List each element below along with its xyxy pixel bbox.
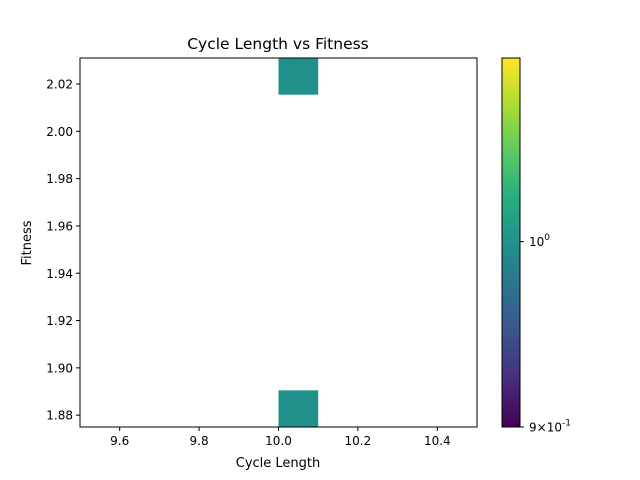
y-tick-label: 1.90 [46,361,73,375]
x-tick-label: 10.2 [345,434,372,448]
x-tick-label: 10.4 [424,434,451,448]
x-tick-label: 10.0 [265,434,292,448]
y-tick-label: 2.02 [46,78,73,92]
colorbar-tick-label: 9×10-1 [529,419,571,435]
y-axis-label: Fitness [20,220,35,265]
colorbar-ticks: 100 9×10-1 [520,233,571,435]
y-tick-label: 2.00 [46,125,73,139]
heatmap-cell-1 [278,390,319,427]
chart-title: Cycle Length vs Fitness [187,35,369,53]
x-axis-label: Cycle Length [236,456,321,471]
x-tick-label: 9.8 [190,434,209,448]
colorbar-frame [501,57,521,428]
y-tick-label: 1.96 [46,219,73,233]
colorbar-gradient [502,58,520,427]
x-axis: 9.6 9.8 10.0 10.2 10.4 [110,427,451,448]
y-axis: 1.88 1.90 1.92 1.94 1.96 1.98 2.00 2.02 [46,78,80,423]
colorbar: 100 9×10-1 [501,57,571,435]
plot-area [79,57,478,428]
y-tick-label: 1.92 [46,314,73,328]
y-tick-label: 1.94 [46,267,73,281]
colorbar-tick-label: 100 [529,233,550,249]
y-tick-label: 1.98 [46,172,73,186]
heatmap-cell-2 [278,58,319,95]
x-tick-label: 9.6 [110,434,129,448]
plot-background [80,58,477,427]
heatmap-cells [278,58,319,427]
y-tick-label: 1.88 [46,409,73,423]
